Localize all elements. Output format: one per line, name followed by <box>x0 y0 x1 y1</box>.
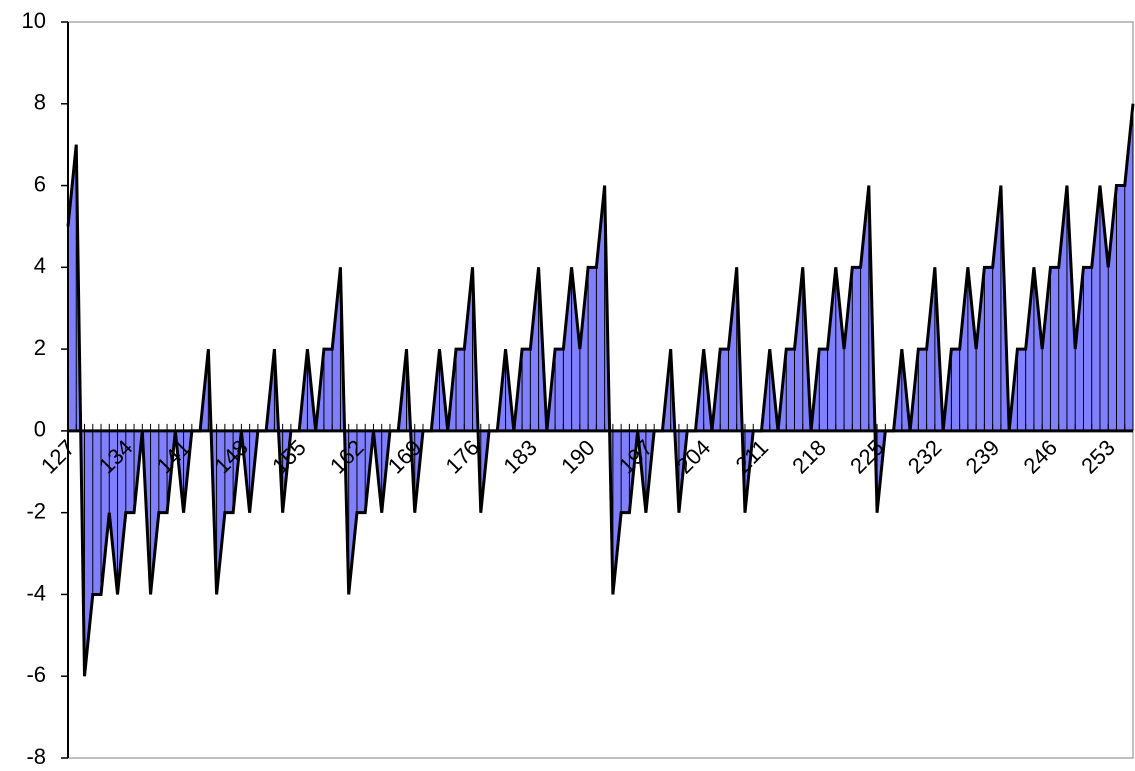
y-tick-label: -6 <box>26 662 46 687</box>
x-tick-label: 232 <box>903 435 947 479</box>
x-tick-label: 183 <box>498 435 542 479</box>
x-tick-label: 218 <box>787 435 831 479</box>
y-tick-label: 6 <box>34 171 46 196</box>
y-tick-label: 8 <box>34 90 46 115</box>
x-tick-label: 239 <box>961 435 1005 479</box>
y-tick-label: 0 <box>34 417 46 442</box>
x-tick-label: 246 <box>1018 435 1062 479</box>
x-tick-label: 211 <box>731 435 773 477</box>
x-tick-label: 155 <box>267 435 311 479</box>
area-line <box>66 103 1135 677</box>
y-tick-label: 2 <box>34 335 46 360</box>
y-tick-label: -2 <box>26 498 46 523</box>
y-tick-label: -8 <box>26 744 46 769</box>
y-tick-label: 10 <box>22 8 46 33</box>
x-tick-label: 190 <box>556 435 600 479</box>
y-tick-label: -4 <box>26 580 46 605</box>
y-tick-label: 4 <box>34 253 46 278</box>
area <box>68 103 1133 677</box>
x-tick-label: 253 <box>1076 435 1120 479</box>
